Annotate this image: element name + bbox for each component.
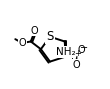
Text: O: O — [72, 60, 80, 70]
Text: O: O — [77, 45, 85, 55]
Text: +: + — [74, 49, 81, 57]
Text: S: S — [46, 30, 54, 43]
Text: O: O — [18, 38, 26, 48]
Text: −: − — [80, 43, 88, 53]
Text: O: O — [31, 26, 38, 36]
Text: N: N — [71, 51, 78, 61]
Text: NH₂: NH₂ — [56, 47, 75, 57]
